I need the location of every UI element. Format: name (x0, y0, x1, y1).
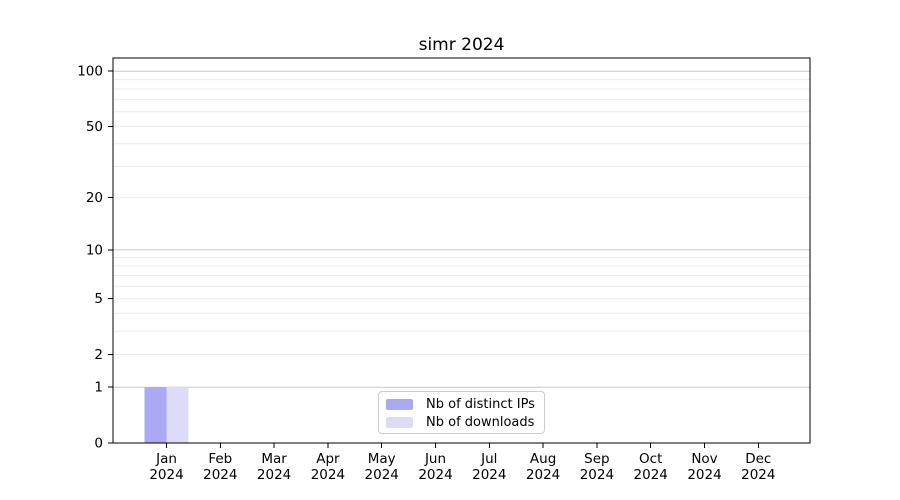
x-tick-label-aug: Aug (530, 451, 556, 467)
y-tick-label-1: 1 (94, 380, 103, 396)
chart-title: simr 2024 (418, 35, 505, 55)
axis-tick-labels: 1005020105210Jan2024Feb2024Mar2024Apr202… (77, 64, 775, 483)
x-tick-label-nov: Nov (691, 451, 717, 467)
x-tick-label-nov-year: 2024 (687, 467, 721, 483)
x-tick-label-jan: Jan (155, 451, 177, 467)
y-tick-label-2: 2 (94, 347, 103, 363)
x-tick-label-mar-year: 2024 (257, 467, 291, 483)
x-tick-label-may-year: 2024 (365, 467, 399, 483)
bars (144, 387, 189, 443)
bar-nb-of-distinct-ips-jan-2024 (144, 387, 167, 443)
plot-border (112, 57, 811, 444)
x-tick-label-apr-year: 2024 (311, 467, 345, 483)
legend-item-distinct-ips: Nb of distinct IPs (386, 396, 544, 413)
x-tick-label-oct-year: 2024 (634, 467, 668, 483)
gridlines-major (113, 70, 810, 388)
x-tick-label-jun-year: 2024 (418, 467, 452, 483)
y-tick-label-10: 10 (86, 242, 103, 258)
y-tick-label-20: 20 (86, 190, 103, 206)
x-tick-label-mar: Mar (261, 451, 287, 467)
x-tick-label-feb: Feb (208, 451, 232, 467)
x-tick-label-jul: Jul (480, 451, 497, 467)
legend-item-downloads: Nb of downloads (386, 414, 544, 431)
x-tick-label-jan-year: 2024 (149, 467, 183, 483)
x-tick-label-dec-year: 2024 (741, 467, 775, 483)
y-tick-label-100: 100 (77, 64, 103, 80)
axis-ticks (108, 70, 759, 448)
x-tick-label-dec: Dec (745, 451, 771, 467)
gridlines-minor (113, 79, 810, 355)
x-tick-label-apr: Apr (316, 451, 340, 467)
x-tick-label-sep: Sep (584, 451, 609, 467)
x-tick-label-sep-year: 2024 (580, 467, 614, 483)
legend-label-distinct-ips: Nb of distinct IPs (426, 397, 535, 412)
x-tick-label-may: May (368, 451, 396, 467)
bar-nb-of-downloads-jan-2024 (166, 387, 189, 443)
x-tick-label-aug-year: 2024 (526, 467, 560, 483)
x-tick-label-feb-year: 2024 (203, 467, 237, 483)
y-tick-label-5: 5 (94, 291, 103, 307)
x-tick-label-jul-year: 2024 (472, 467, 506, 483)
legend-swatch-downloads (386, 417, 413, 428)
legend-label-downloads: Nb of downloads (426, 415, 535, 430)
legend-swatch-distinct-ips (386, 399, 413, 410)
x-tick-label-oct: Oct (639, 451, 662, 467)
y-tick-label-0: 0 (94, 436, 103, 452)
axes-spines (112, 57, 811, 444)
legend: Nb of distinct IPs Nb of downloads (378, 391, 545, 434)
y-tick-label-50: 50 (86, 119, 103, 135)
x-tick-label-jun: Jun (424, 451, 446, 467)
